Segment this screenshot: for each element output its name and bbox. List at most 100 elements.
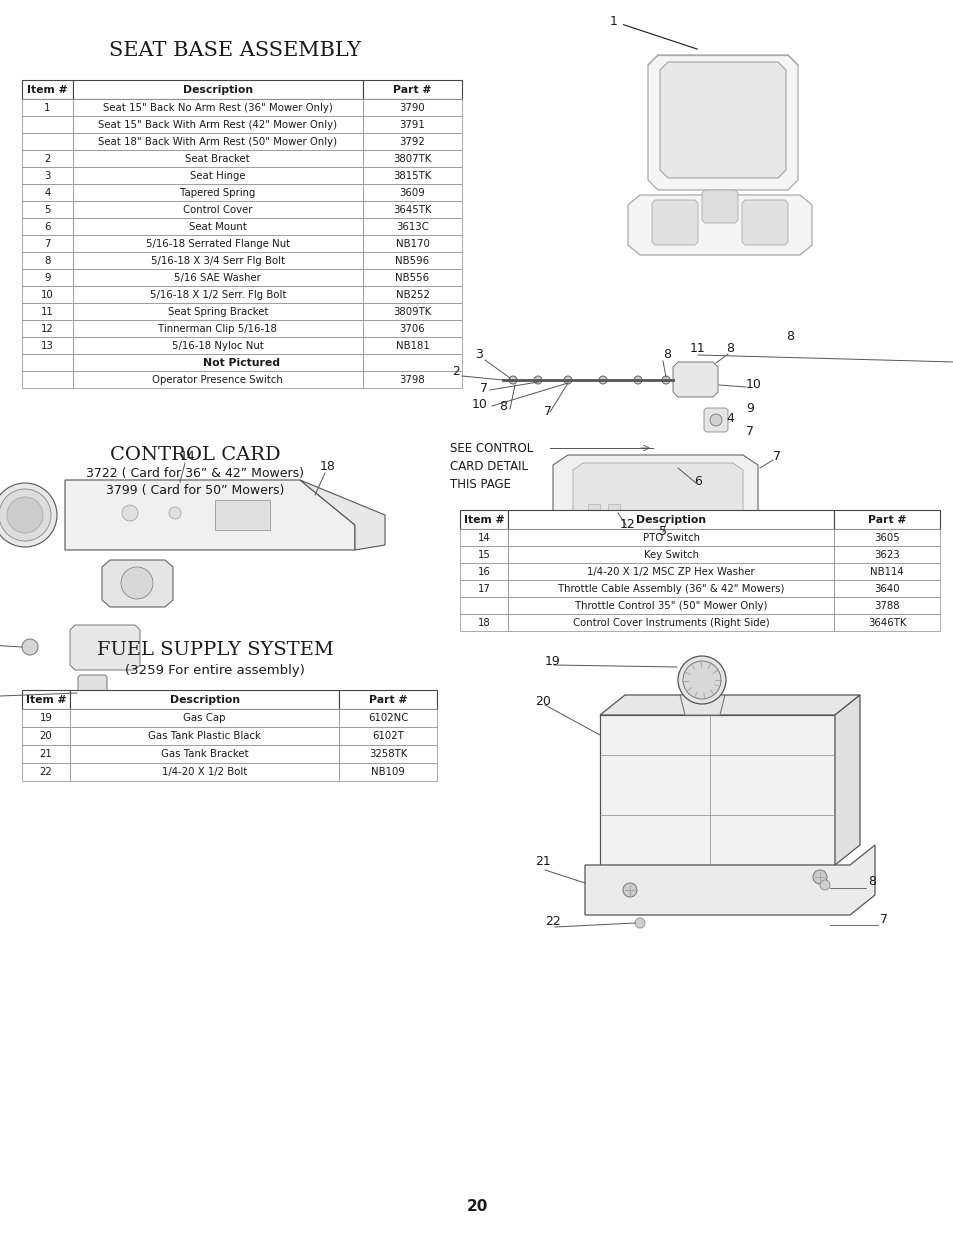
Text: 21: 21: [535, 855, 550, 868]
Polygon shape: [741, 200, 787, 245]
Bar: [363, 303, 461, 320]
Text: Description: Description: [170, 694, 239, 704]
Bar: [70, 745, 339, 763]
Text: (3259 For entire assembly): (3259 For entire assembly): [125, 663, 305, 677]
Text: Throttle Control 35" (50" Mower Only): Throttle Control 35" (50" Mower Only): [575, 600, 766, 610]
Text: 1/4-20 X 1/2 Bolt: 1/4-20 X 1/2 Bolt: [162, 767, 247, 777]
Polygon shape: [78, 676, 107, 709]
Text: 8: 8: [498, 400, 506, 412]
Bar: [834, 529, 939, 546]
Text: 7: 7: [543, 405, 552, 417]
Text: 22: 22: [544, 915, 560, 927]
Text: PTO Switch: PTO Switch: [642, 532, 699, 542]
Text: 10: 10: [745, 378, 761, 391]
Circle shape: [661, 375, 669, 384]
Text: 14: 14: [180, 450, 195, 463]
Text: 6102T: 6102T: [372, 731, 404, 741]
Bar: [363, 184, 461, 201]
Bar: [507, 529, 834, 546]
Bar: [507, 563, 834, 580]
Bar: [363, 167, 461, 184]
Text: 3790: 3790: [399, 103, 425, 112]
Bar: [22, 287, 72, 303]
Bar: [607, 504, 619, 513]
Bar: [507, 580, 834, 597]
Text: 11: 11: [689, 342, 705, 354]
Text: 3605: 3605: [873, 532, 899, 542]
Text: 3: 3: [475, 348, 482, 361]
Circle shape: [169, 508, 181, 519]
Circle shape: [820, 881, 829, 890]
Text: 10: 10: [41, 289, 53, 300]
Text: 3645TK: 3645TK: [393, 205, 432, 215]
Bar: [72, 99, 363, 116]
Bar: [363, 201, 461, 219]
Text: Seat Bracket: Seat Bracket: [185, 153, 250, 163]
Bar: [363, 320, 461, 337]
Bar: [587, 504, 599, 513]
Circle shape: [0, 483, 57, 547]
Bar: [459, 580, 507, 597]
Text: 20: 20: [39, 731, 52, 741]
Circle shape: [22, 638, 38, 655]
Polygon shape: [651, 200, 698, 245]
Text: 2: 2: [44, 153, 51, 163]
Bar: [72, 287, 363, 303]
Text: 1: 1: [44, 103, 51, 112]
Text: 3640: 3640: [874, 583, 899, 594]
Bar: [70, 727, 339, 745]
Text: NB181: NB181: [395, 341, 429, 351]
Bar: [363, 149, 461, 167]
Bar: [363, 370, 461, 388]
Circle shape: [678, 656, 725, 704]
Text: Key Switch: Key Switch: [643, 550, 698, 559]
Bar: [72, 337, 363, 354]
Bar: [459, 510, 507, 529]
Text: 18: 18: [477, 618, 490, 627]
Text: SEE CONTROL
CARD DETAIL
THIS PAGE: SEE CONTROL CARD DETAIL THIS PAGE: [450, 442, 533, 492]
Bar: [459, 614, 507, 631]
Text: 3: 3: [44, 170, 51, 180]
Text: 19: 19: [39, 713, 52, 722]
Bar: [363, 116, 461, 133]
Bar: [507, 510, 834, 529]
Text: 12: 12: [619, 517, 636, 531]
Circle shape: [7, 496, 43, 534]
Text: 15: 15: [477, 550, 490, 559]
Bar: [22, 690, 70, 709]
Text: 3258TK: 3258TK: [369, 748, 407, 760]
Bar: [363, 80, 461, 99]
Polygon shape: [573, 463, 742, 517]
Text: 5/16-18 X 1/2 Serr. Flg Bolt: 5/16-18 X 1/2 Serr. Flg Bolt: [150, 289, 286, 300]
Bar: [363, 287, 461, 303]
Bar: [70, 690, 339, 709]
Text: 6102NC: 6102NC: [368, 713, 408, 722]
Circle shape: [509, 375, 517, 384]
Text: 2: 2: [452, 366, 459, 378]
Bar: [72, 167, 363, 184]
Text: Item #: Item #: [27, 84, 68, 95]
Bar: [22, 167, 72, 184]
Text: 6: 6: [44, 221, 51, 231]
Text: 4: 4: [44, 188, 51, 198]
Bar: [363, 235, 461, 252]
Bar: [22, 116, 72, 133]
Text: 20: 20: [535, 695, 550, 708]
Circle shape: [622, 883, 637, 897]
Text: FUEL SUPPLY SYSTEM: FUEL SUPPLY SYSTEM: [96, 641, 333, 659]
Text: Description: Description: [636, 515, 705, 525]
Bar: [22, 269, 72, 287]
Bar: [459, 597, 507, 614]
Bar: [72, 184, 363, 201]
Bar: [72, 370, 363, 388]
Text: 21: 21: [39, 748, 52, 760]
Bar: [22, 184, 72, 201]
Text: Description: Description: [183, 84, 253, 95]
Text: 14: 14: [477, 532, 490, 542]
Text: 3706: 3706: [399, 324, 425, 333]
Text: 3623: 3623: [874, 550, 899, 559]
Text: 3609: 3609: [399, 188, 425, 198]
Bar: [22, 370, 72, 388]
Text: 5: 5: [659, 525, 666, 538]
Text: NB596: NB596: [395, 256, 429, 266]
